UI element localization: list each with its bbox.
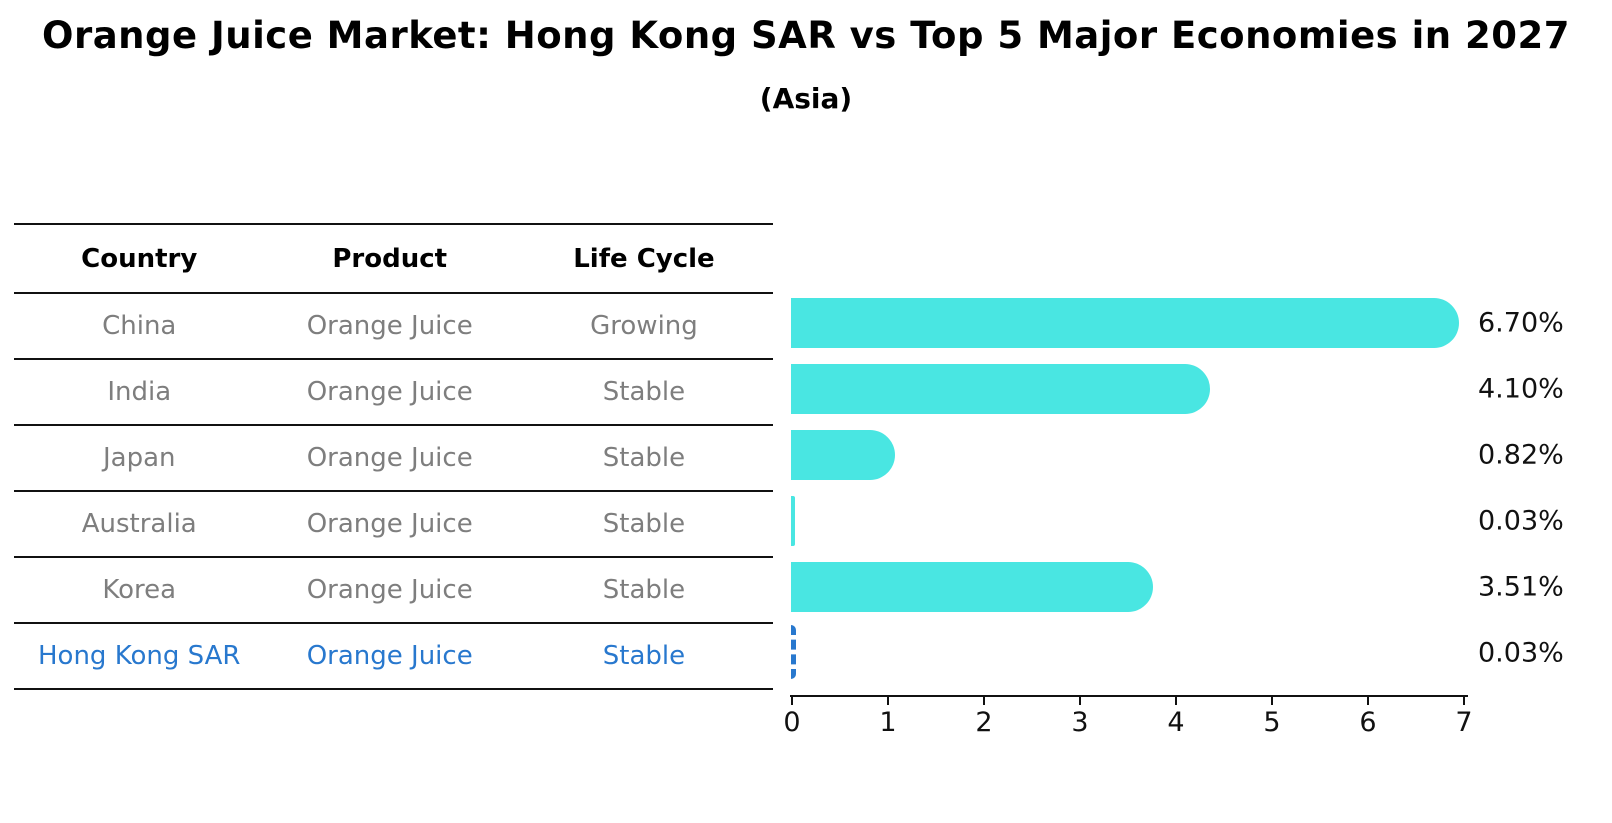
- x-axis-tick-label: 2: [975, 707, 993, 738]
- bar-value-label: 4.10%: [1478, 373, 1564, 405]
- table-cell-product: Orange Juice: [306, 377, 473, 407]
- table-cell-product: Orange Juice: [306, 641, 473, 671]
- bar: [791, 496, 795, 546]
- table-cell-country: Hong Kong SAR: [38, 641, 241, 671]
- bar-value-label: 0.82%: [1478, 439, 1564, 471]
- x-axis-tick-label: 7: [1455, 707, 1473, 738]
- bar-row-india: 4.10%: [791, 356, 1612, 422]
- x-axis: 0 1 2 3 4 5 6 7: [783, 695, 1473, 738]
- table-cell-country: Korea: [102, 575, 177, 605]
- bar-value-label: 0.03%: [1478, 637, 1564, 669]
- table-row: Australia Orange Juice Stable: [14, 492, 773, 558]
- table-cell-life-cycle: Stable: [602, 575, 686, 605]
- bar-row-hong-kong-sar: 0.03%: [791, 620, 1612, 686]
- x-axis-tick-label: 1: [879, 707, 897, 738]
- bar-value-label: 3.51%: [1478, 571, 1564, 603]
- bar: [791, 430, 895, 480]
- bar-highlighted-dashed: [791, 625, 796, 679]
- x-axis-tick-label: 4: [1167, 707, 1185, 738]
- bar-row-japan: 0.82%: [791, 422, 1612, 488]
- x-axis-tick: [1271, 697, 1273, 705]
- bar-row-korea: 3.51%: [791, 554, 1612, 620]
- x-axis-tick: [887, 697, 889, 705]
- table-row: India Orange Juice Stable: [14, 360, 773, 426]
- table-row-highlighted: Hong Kong SAR Orange Juice Stable: [14, 624, 773, 690]
- x-axis-tick: [791, 697, 793, 705]
- x-axis-tick: [1367, 697, 1369, 705]
- chart-title: Orange Juice Market: Hong Kong SAR vs To…: [42, 14, 1570, 57]
- table-cell-country: Australia: [81, 509, 197, 539]
- table-cell-life-cycle: Stable: [602, 377, 686, 407]
- table-row: Korea Orange Juice Stable: [14, 558, 773, 624]
- table-cell-product: Orange Juice: [306, 575, 473, 605]
- bar-row-china: 6.70%: [791, 290, 1612, 356]
- table-cell-product: Orange Juice: [306, 509, 473, 539]
- bar-row-australia: 0.03%: [791, 488, 1612, 554]
- x-axis-tick: [1463, 697, 1465, 705]
- table-row: Japan Orange Juice Stable: [14, 426, 773, 492]
- bar: [791, 298, 1460, 348]
- table-header-product: Product: [332, 243, 448, 274]
- table-cell-life-cycle: Stable: [602, 641, 686, 671]
- x-axis-tick-label: 0: [783, 707, 801, 738]
- table-header-life-cycle: Life Cycle: [573, 243, 715, 274]
- x-axis-tick-label: 5: [1263, 707, 1281, 738]
- bar-chart-plot-area: 6.70% 4.10% 0.82% 0.03% 3.51% 0.03%: [791, 290, 1612, 686]
- table-cell-product: Orange Juice: [306, 443, 473, 473]
- table-header-country: Country: [81, 243, 198, 274]
- x-axis-tick: [983, 697, 985, 705]
- table-cell-life-cycle: Growing: [590, 311, 698, 341]
- x-axis-tick-label: 6: [1359, 707, 1377, 738]
- table-cell-country: India: [107, 377, 172, 407]
- bar: [791, 562, 1153, 612]
- table-cell-life-cycle: Stable: [602, 509, 686, 539]
- x-axis-tick-label: 3: [1071, 707, 1089, 738]
- table-cell-country: Japan: [102, 443, 176, 473]
- bar-value-label: 0.03%: [1478, 505, 1564, 537]
- x-axis-tick: [1079, 697, 1081, 705]
- table-body: China Orange Juice Growing India Orange Juic…: [14, 294, 773, 690]
- country-table: Country Product Life Cycle China Orange J…: [14, 223, 773, 690]
- bar: [791, 364, 1210, 414]
- table-cell-country: China: [102, 311, 177, 341]
- x-axis-tick: [1175, 697, 1177, 705]
- table-cell-life-cycle: Stable: [602, 443, 686, 473]
- table-cell-product: Orange Juice: [306, 311, 473, 341]
- chart-subtitle: (Asia): [759, 82, 853, 115]
- table-row: China Orange Juice Growing: [14, 294, 773, 360]
- bar-value-label: 6.70%: [1478, 307, 1564, 339]
- table-header-row: Country Product Life Cycle: [14, 223, 773, 294]
